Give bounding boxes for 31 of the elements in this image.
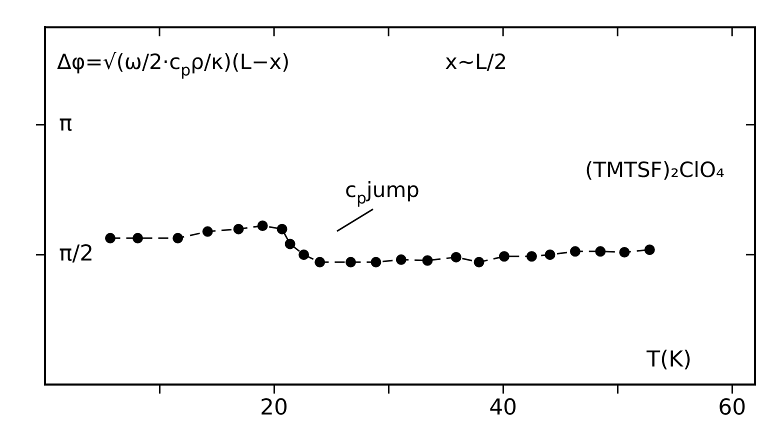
x-axis-title: T(K)	[646, 348, 692, 373]
point	[474, 256, 484, 268]
x-tick-label: 60	[718, 396, 746, 421]
point	[526, 251, 537, 262]
point	[172, 232, 184, 244]
point	[276, 224, 288, 234]
point	[233, 224, 244, 234]
point	[498, 251, 510, 262]
point	[570, 246, 580, 257]
point	[396, 254, 406, 265]
point	[346, 256, 356, 268]
annotation: (TMTSF)₂ClO₄	[585, 158, 724, 182]
point	[544, 249, 556, 260]
point	[202, 226, 213, 237]
point	[284, 238, 296, 250]
point	[619, 246, 630, 258]
annotation: x~L/2	[445, 50, 508, 74]
point	[105, 232, 116, 244]
y-tick-label: π	[59, 111, 72, 136]
point	[422, 255, 433, 266]
x-tick-label: 40	[489, 396, 518, 421]
y-tick-label: π/2	[59, 241, 94, 266]
x-tick-label: 20	[260, 396, 288, 421]
point	[132, 232, 144, 244]
point	[314, 256, 326, 268]
point	[595, 246, 606, 257]
point	[644, 244, 655, 255]
point	[450, 252, 462, 262]
point	[370, 256, 382, 268]
point	[257, 220, 268, 232]
point	[298, 249, 310, 260]
